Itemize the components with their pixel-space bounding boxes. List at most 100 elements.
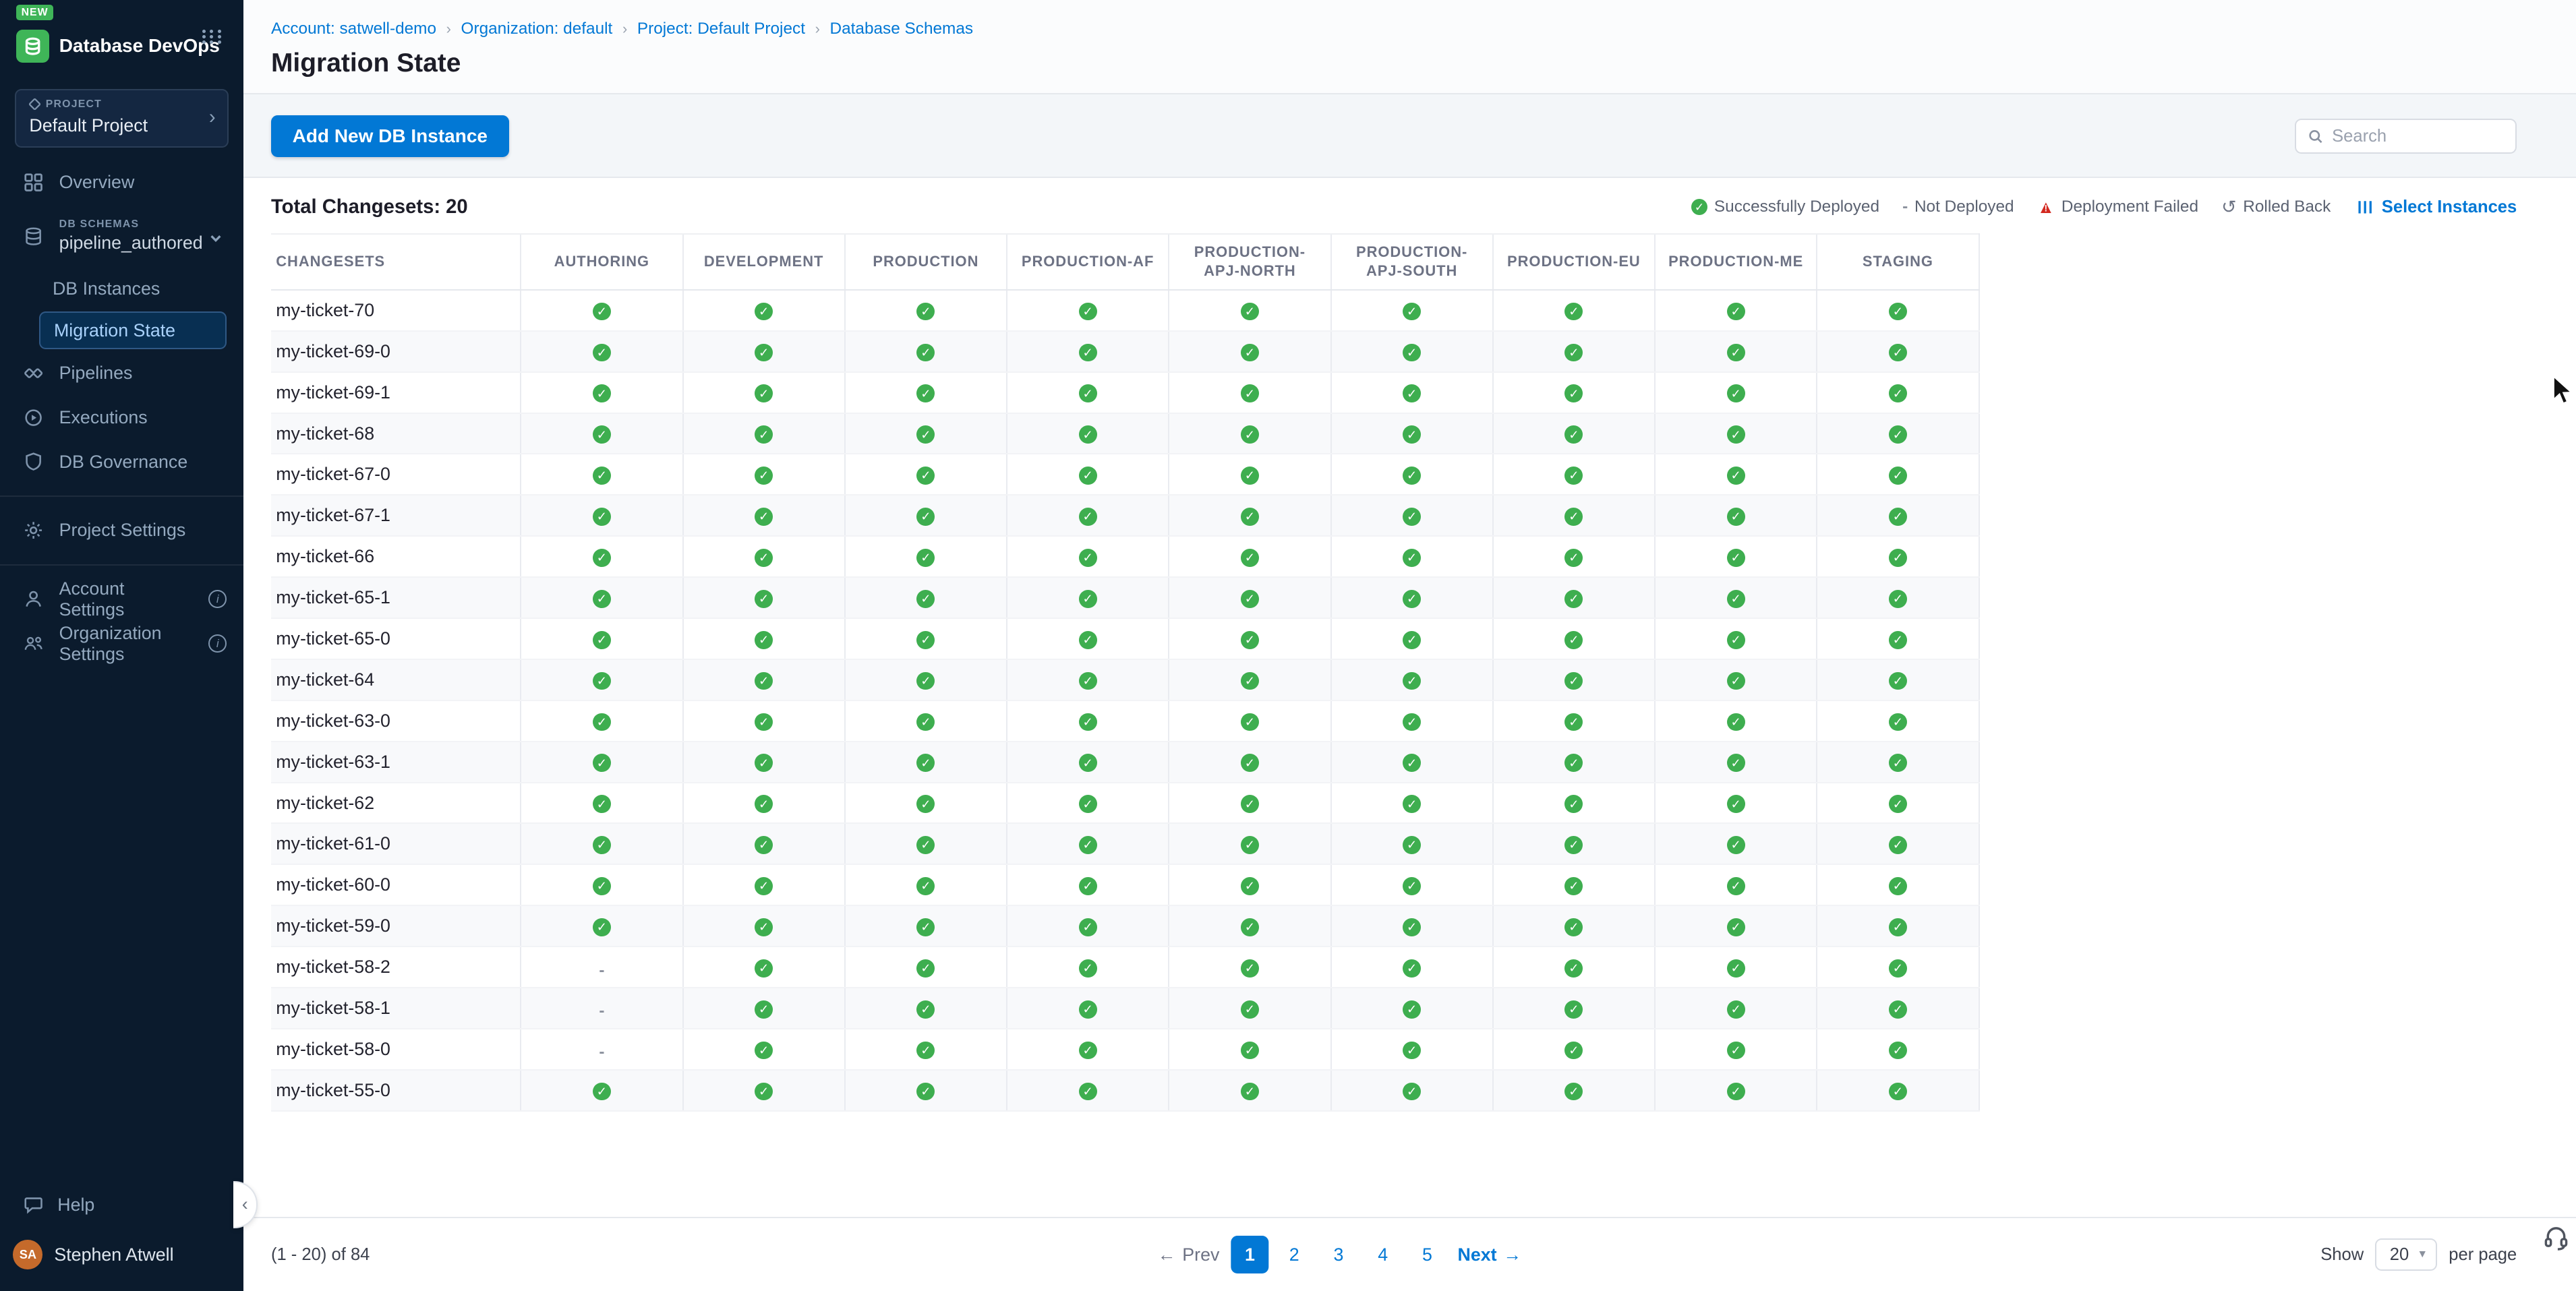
support-icon[interactable] <box>2543 1225 2569 1258</box>
legend-item: Successfully Deployed <box>1691 198 1879 216</box>
status-cell <box>1492 618 1655 660</box>
success-check-icon <box>1726 1041 1745 1060</box>
status-cell <box>1006 454 1169 496</box>
column-header: AUTHORING <box>520 233 683 291</box>
table-row[interactable]: my-ticket-66 <box>270 536 1980 578</box>
table-row[interactable]: my-ticket-62 <box>270 782 1980 824</box>
select-instances-button[interactable]: Select Instances <box>2357 198 2517 217</box>
success-check-icon <box>1889 1082 1907 1101</box>
search-icon <box>2309 129 2322 143</box>
table-row[interactable]: my-ticket-69-0 <box>270 330 1980 373</box>
page-size-select[interactable]: 20 ▼ <box>2375 1238 2438 1271</box>
status-cell <box>682 330 845 373</box>
sidebar-item-project-settings[interactable]: Project Settings <box>0 508 243 553</box>
success-check-icon <box>1240 302 1259 321</box>
table-row[interactable]: my-ticket-60-0 <box>270 864 1980 907</box>
success-check-icon <box>1889 959 1907 978</box>
add-db-instance-button[interactable]: Add New DB Instance <box>270 115 509 157</box>
table-row[interactable]: my-ticket-63-0 <box>270 700 1980 742</box>
success-check-icon <box>1240 384 1259 403</box>
warning-triangle-icon: ▲ <box>2037 198 2055 216</box>
status-cell <box>1330 454 1493 496</box>
success-check-icon <box>1240 343 1259 362</box>
status-cell <box>682 618 845 660</box>
module-grid-icon[interactable] <box>202 29 224 44</box>
changeset-name: my-ticket-60-0 <box>270 864 521 907</box>
status-cell <box>1330 700 1493 742</box>
user-menu[interactable]: SA Stephen Atwell <box>0 1228 243 1281</box>
table-row[interactable]: my-ticket-58-0 - <box>270 1028 1980 1071</box>
changesets-table: CHANGESETS AUTHORING DEVELOPMENT PRODUCTION… <box>270 233 1980 1112</box>
table-row[interactable]: my-ticket-58-2 - <box>270 947 1980 989</box>
success-check-icon <box>1403 508 1422 526</box>
sidebar-item-db-instances[interactable]: DB Instances <box>0 267 243 309</box>
status-cell <box>1816 1028 1980 1071</box>
status-cell <box>1492 330 1655 373</box>
success-check-icon <box>1240 754 1259 773</box>
avatar: SA <box>13 1240 43 1270</box>
sidebar-item-label: Organization Settings <box>59 622 162 664</box>
success-check-icon <box>755 713 773 731</box>
sidebar-item-db-schemas[interactable]: DB SCHEMAS pipeline_authored <box>0 205 243 268</box>
table-row[interactable]: my-ticket-68 <box>270 413 1980 455</box>
success-check-icon <box>916 836 935 854</box>
page-button-5[interactable]: 5 <box>1422 1244 1432 1265</box>
status-cell <box>1816 823 1980 866</box>
page-button-3[interactable]: 3 <box>1333 1244 1344 1265</box>
table-row[interactable]: my-ticket-63-1 <box>270 741 1980 783</box>
column-header: PRODUCTION-ME <box>1654 233 1817 291</box>
breadcrumb-link[interactable]: Account: satwell-demo <box>270 20 437 38</box>
search-input[interactable] <box>2332 126 2505 146</box>
table-row[interactable]: my-ticket-58-1 - <box>270 988 1980 1029</box>
table-row[interactable]: my-ticket-55-0 <box>270 1069 1980 1112</box>
status-cell <box>1006 782 1169 824</box>
success-check-icon <box>1726 754 1745 773</box>
status-cell: - <box>520 988 683 1029</box>
project-selector[interactable]: PROJECT Default Project › <box>14 88 229 148</box>
status-cell <box>682 782 845 824</box>
success-check-icon <box>1889 1000 1907 1019</box>
toolbar: Add New DB Instance <box>243 94 2576 177</box>
status-cell <box>1654 577 1817 620</box>
sidebar-item-account-settings[interactable]: Account Settings i <box>0 577 243 622</box>
sidebar-item-pipelines[interactable]: Pipelines <box>0 351 243 396</box>
breadcrumb-link[interactable]: Project: Default Project <box>637 20 805 38</box>
changeset-name: my-ticket-55-0 <box>270 1069 521 1112</box>
table-row[interactable]: my-ticket-67-0 <box>270 454 1980 496</box>
column-header: PRODUCTION-APJ-SOUTH <box>1330 233 1493 291</box>
sidebar-item-overview[interactable]: Overview <box>0 160 243 205</box>
success-check-icon <box>1403 754 1422 773</box>
table-row[interactable]: my-ticket-65-0 <box>270 618 1980 660</box>
search-box[interactable] <box>2295 119 2517 154</box>
success-check-icon <box>592 467 611 485</box>
table-row[interactable]: my-ticket-70 <box>270 289 1980 332</box>
status-cell <box>844 1028 1007 1071</box>
arrow-left-icon: ← <box>1157 1244 1176 1265</box>
success-check-icon <box>1889 425 1907 444</box>
prev-page-button[interactable]: ← Prev <box>1157 1244 1220 1265</box>
success-check-icon <box>755 754 773 773</box>
success-check-icon <box>1403 836 1422 854</box>
table-row[interactable]: my-ticket-61-0 <box>270 823 1980 866</box>
page-button-2[interactable]: 2 <box>1289 1244 1299 1265</box>
app-logo-icon[interactable] <box>16 29 50 63</box>
help-button[interactable]: Help <box>0 1181 243 1228</box>
page-button-4[interactable]: 4 <box>1378 1244 1388 1265</box>
sidebar-item-executions[interactable]: Executions <box>0 395 243 440</box>
table-row[interactable]: my-ticket-59-0 <box>270 905 1980 948</box>
sidebar-item-migration-state[interactable]: Migration State <box>39 311 227 350</box>
table-row[interactable]: my-ticket-69-1 <box>270 371 1980 414</box>
success-check-icon <box>1403 795 1422 814</box>
status-cell <box>844 947 1007 989</box>
sidebar-item-organization-settings[interactable]: Organization Settings i <box>0 622 243 666</box>
table-row[interactable]: my-ticket-64 <box>270 659 1980 701</box>
status-cell <box>520 413 683 455</box>
table-row[interactable]: my-ticket-67-1 <box>270 495 1980 537</box>
sidebar-item-db-governance[interactable]: DB Governance <box>0 440 243 484</box>
next-page-button[interactable]: Next → <box>1457 1244 1522 1265</box>
legend-label: Rolled Back <box>2243 198 2331 216</box>
breadcrumb-link[interactable]: Database Schemas <box>829 20 974 38</box>
breadcrumb-link[interactable]: Organization: default <box>461 20 613 38</box>
table-row[interactable]: my-ticket-65-1 <box>270 577 1980 620</box>
page-button-1[interactable]: 1 <box>1231 1236 1269 1274</box>
